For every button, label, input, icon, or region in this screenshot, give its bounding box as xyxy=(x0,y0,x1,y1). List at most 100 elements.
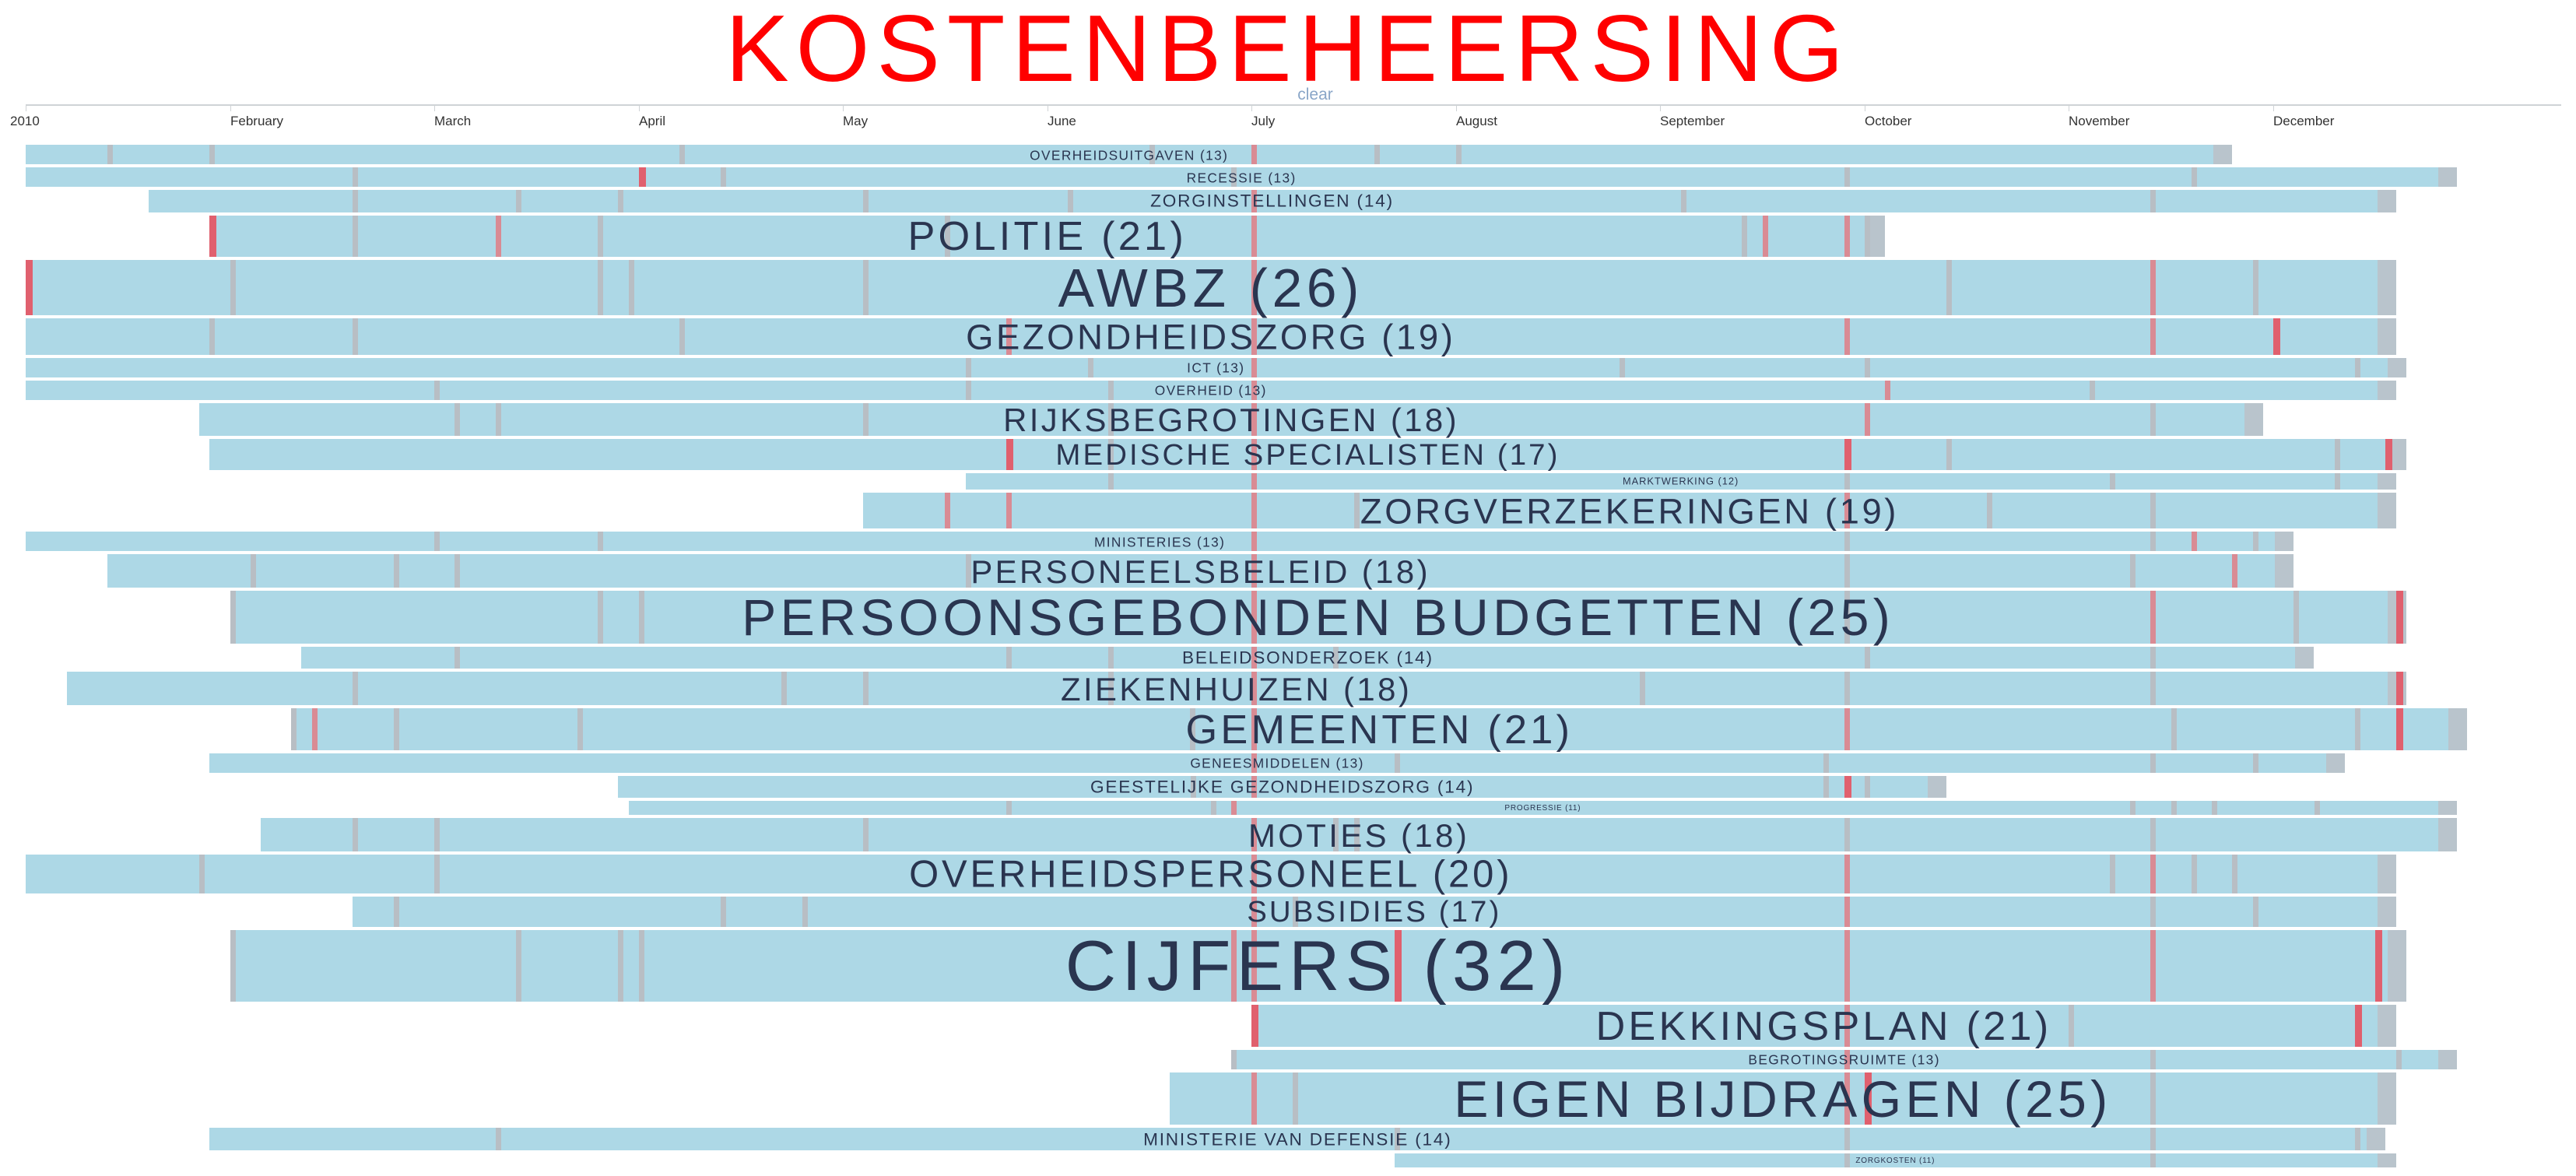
topic-bar[interactable] xyxy=(291,708,2468,750)
article-marker[interactable] xyxy=(598,591,604,644)
article-marker[interactable] xyxy=(1844,818,1850,851)
article-marker[interactable] xyxy=(965,554,971,588)
article-marker[interactable] xyxy=(1844,930,1850,1002)
article-marker[interactable] xyxy=(1864,357,1870,377)
topic-bar[interactable] xyxy=(209,215,1886,258)
topic-bar[interactable] xyxy=(209,753,2345,773)
topic-bar[interactable] xyxy=(618,775,1946,799)
topic-bar[interactable] xyxy=(1395,1153,2396,1167)
article-marker[interactable] xyxy=(1742,215,1748,258)
article-marker[interactable] xyxy=(1251,1072,1258,1125)
article-marker[interactable] xyxy=(1231,930,1237,1002)
article-marker[interactable] xyxy=(965,357,971,377)
topic-bar[interactable] xyxy=(1251,1005,2396,1047)
article-marker[interactable] xyxy=(1762,215,1768,258)
article-marker[interactable] xyxy=(1844,532,1850,552)
article-marker[interactable] xyxy=(1190,708,1196,750)
article-marker[interactable] xyxy=(618,930,624,1002)
article-marker[interactable] xyxy=(1251,896,1258,928)
article-marker[interactable] xyxy=(1088,357,1094,377)
article-marker[interactable] xyxy=(2385,439,2393,470)
article-marker[interactable] xyxy=(2150,493,2157,529)
article-marker[interactable] xyxy=(1251,854,1258,893)
article-marker[interactable] xyxy=(1885,380,1891,400)
article-marker[interactable] xyxy=(1251,260,1258,316)
article-marker[interactable] xyxy=(1251,818,1258,851)
article-marker[interactable] xyxy=(1251,318,1258,355)
article-marker[interactable] xyxy=(2109,472,2115,490)
article-marker[interactable] xyxy=(2150,1049,2157,1069)
article-marker[interactable] xyxy=(454,646,461,669)
article-marker[interactable] xyxy=(2252,896,2258,928)
article-marker[interactable] xyxy=(495,402,501,437)
article-marker[interactable] xyxy=(1395,1128,1401,1151)
article-marker[interactable] xyxy=(1353,493,1360,529)
topic-bar[interactable] xyxy=(148,190,2396,212)
article-marker[interactable] xyxy=(638,167,646,188)
article-marker[interactable] xyxy=(2171,708,2177,750)
article-marker[interactable] xyxy=(1844,318,1850,355)
article-marker[interactable] xyxy=(1251,532,1258,552)
article-marker[interactable] xyxy=(2395,672,2403,706)
article-marker[interactable] xyxy=(679,145,686,165)
article-marker[interactable] xyxy=(2355,708,2360,750)
article-marker[interactable] xyxy=(720,896,726,928)
article-marker[interactable] xyxy=(863,402,869,437)
article-marker[interactable] xyxy=(1251,215,1258,258)
article-marker[interactable] xyxy=(1251,357,1258,377)
article-marker[interactable] xyxy=(1251,708,1258,750)
article-marker[interactable] xyxy=(1108,380,1114,400)
article-marker[interactable] xyxy=(863,818,869,851)
article-marker[interactable] xyxy=(393,896,399,928)
article-marker[interactable] xyxy=(2150,318,2157,355)
article-marker[interactable] xyxy=(209,145,216,165)
article-marker[interactable] xyxy=(434,380,440,400)
article-marker[interactable] xyxy=(1006,439,1014,470)
article-marker[interactable] xyxy=(1844,896,1850,928)
article-marker[interactable] xyxy=(1251,190,1258,212)
article-marker[interactable] xyxy=(2109,854,2115,893)
topic-bar[interactable] xyxy=(199,402,2263,437)
article-marker[interactable] xyxy=(1108,472,1114,490)
article-marker[interactable] xyxy=(1210,801,1216,816)
article-marker[interactable] xyxy=(598,532,604,552)
article-marker[interactable] xyxy=(1108,672,1114,706)
article-marker[interactable] xyxy=(679,318,686,355)
topic-bar[interactable] xyxy=(230,591,2406,644)
article-marker[interactable] xyxy=(781,672,788,706)
article-marker[interactable] xyxy=(2150,1153,2157,1167)
topic-bar[interactable] xyxy=(863,493,2396,529)
article-marker[interactable] xyxy=(863,260,869,316)
topic-bar[interactable] xyxy=(107,554,2294,588)
article-marker[interactable] xyxy=(393,708,399,750)
article-marker[interactable] xyxy=(2150,753,2157,773)
article-marker[interactable] xyxy=(1251,472,1258,490)
article-marker[interactable] xyxy=(393,554,399,588)
topic-bar[interactable] xyxy=(26,318,2396,355)
article-marker[interactable] xyxy=(2191,854,2197,893)
article-marker[interactable] xyxy=(2150,1072,2157,1125)
article-marker[interactable] xyxy=(1946,260,1952,316)
article-marker[interactable] xyxy=(1231,1049,1237,1069)
article-marker[interactable] xyxy=(1619,357,1625,377)
article-marker[interactable] xyxy=(1067,190,1073,212)
article-marker[interactable] xyxy=(2150,896,2157,928)
topic-bar[interactable] xyxy=(26,260,2396,316)
topic-bar[interactable] xyxy=(26,380,2396,400)
article-marker[interactable] xyxy=(1844,591,1850,644)
clear-link[interactable]: clear xyxy=(1297,86,1333,104)
article-marker[interactable] xyxy=(495,1128,501,1151)
article-marker[interactable] xyxy=(2395,1049,2402,1069)
article-marker[interactable] xyxy=(1946,439,1952,470)
article-marker[interactable] xyxy=(454,554,461,588)
topic-bar[interactable] xyxy=(1231,1049,2458,1069)
article-marker[interactable] xyxy=(1844,854,1850,893)
article-marker[interactable] xyxy=(1108,439,1114,470)
article-marker[interactable] xyxy=(1353,818,1360,851)
article-marker[interactable] xyxy=(598,260,604,316)
article-marker[interactable] xyxy=(1251,402,1258,437)
article-marker[interactable] xyxy=(2150,930,2157,1002)
topic-bar[interactable] xyxy=(353,896,2396,928)
article-marker[interactable] xyxy=(2150,190,2157,212)
topic-bar[interactable] xyxy=(26,145,2233,165)
